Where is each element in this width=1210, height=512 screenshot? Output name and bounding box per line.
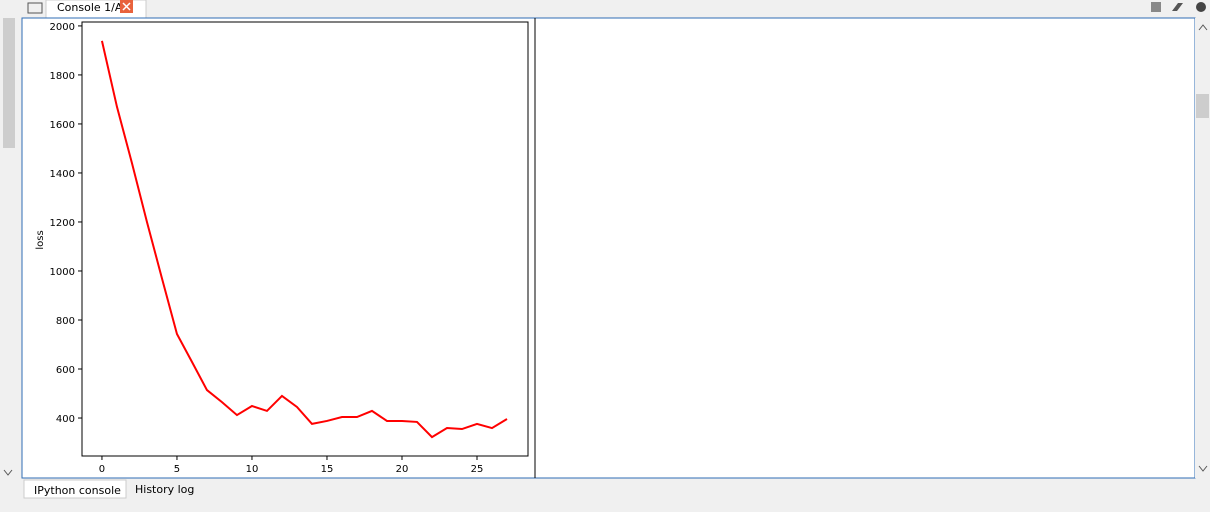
scroll-down[interactable] [1198, 465, 1208, 472]
bottom-tab[interactable] [23, 479, 127, 499]
y-tick-label: 600 [56, 365, 75, 376]
x-tick-label: 5 [174, 464, 180, 475]
scroll-down[interactable] [3, 469, 13, 476]
tab-bar [0, 0, 1210, 18]
right-scrollbar[interactable] [1195, 18, 1210, 478]
x-tick-label: 20 [396, 464, 409, 475]
tab-title: Console 1/A [57, 1, 123, 14]
close-icon [122, 2, 131, 11]
plot-frame [81, 21, 529, 457]
scroll-up[interactable] [1198, 24, 1208, 31]
y-tick-label: 1400 [50, 169, 75, 180]
plot: loss 400 600 800 1000 1200 1400 1600 1800 2000 0 5… [35, 21, 529, 475]
bottom-tab-label[interactable]: IPython console [34, 484, 121, 497]
x-tick-label: 0 [99, 464, 105, 475]
x-tick-label: 10 [246, 464, 259, 475]
settings-button[interactable] [1196, 2, 1206, 12]
console-area [21, 17, 1196, 479]
x-tick-label: 15 [321, 464, 334, 475]
loss-line [100, 40, 508, 439]
y-tick-label: 1600 [50, 120, 75, 131]
tab-icon [27, 2, 43, 14]
scroll-thumb[interactable] [1196, 94, 1209, 118]
scroll-thumb[interactable] [3, 18, 15, 148]
bottom-tab-label[interactable]: History log [135, 483, 194, 496]
y-tick-label: 800 [56, 316, 75, 327]
clear-button[interactable] [1172, 3, 1183, 11]
y-tick-label: 2000 [50, 22, 75, 33]
stop-button[interactable] [1151, 2, 1161, 12]
y-axis-label: loss [35, 230, 46, 249]
x-tick-label: 25 [471, 464, 484, 475]
y-tick-label: 1200 [50, 218, 75, 229]
y-tick-label: 1000 [50, 267, 75, 278]
y-tick-label: 400 [56, 414, 75, 425]
y-tick-label: 1800 [50, 71, 75, 82]
